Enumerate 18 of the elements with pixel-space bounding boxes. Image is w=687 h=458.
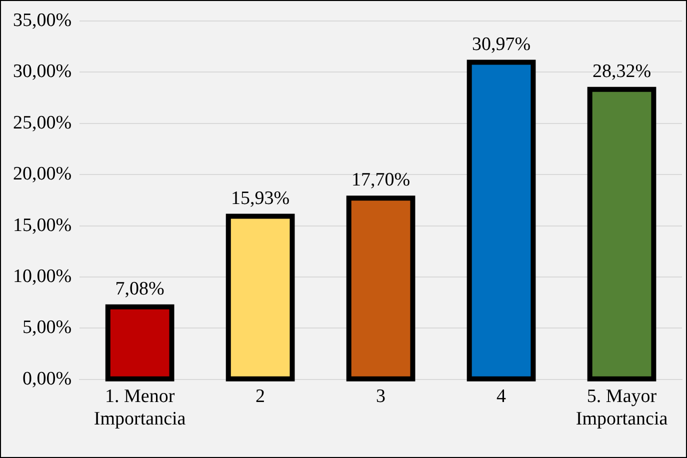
y-tick-label: 25,00% [13,112,72,134]
y-tick-label: 35,00% [13,10,72,31]
data-label: 7,08% [115,278,165,300]
data-label: 30,97% [472,34,531,55]
x-tick-label: 3 [376,386,386,407]
x-tick-label: 1. Menor Importancia [94,386,186,430]
y-tick-label: 20,00% [13,164,72,185]
data-label: 15,93% [231,188,290,209]
x-tick-label: 4 [496,386,507,407]
y-tick-label: 5,00% [22,317,72,338]
y-tick-label: 10,00% [13,266,72,287]
data-label: 28,32% [592,60,652,82]
data-label: 17,70% [352,170,410,191]
y-tick-label: 0,00% [22,368,72,390]
y-tick-label: 15,00% [13,214,72,236]
x-tick-label: 2 [256,386,266,407]
x-tick-label: 5. Mayor Importancia [576,386,668,430]
y-tick-label: 30,00% [13,61,72,82]
